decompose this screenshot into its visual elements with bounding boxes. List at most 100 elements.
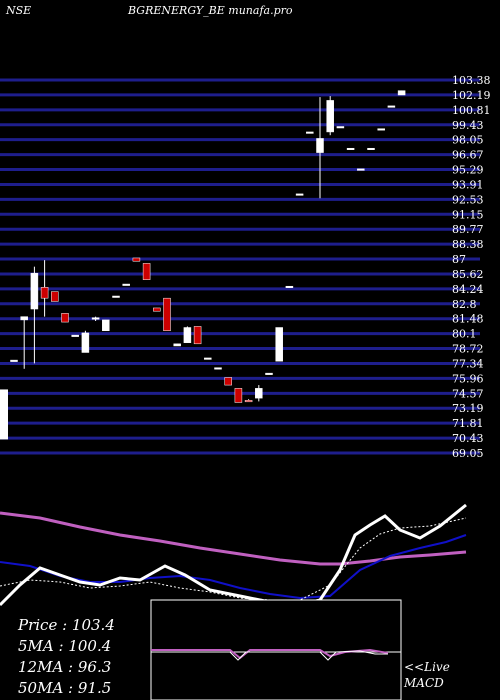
candle <box>163 297 171 332</box>
ma-short-dotted-line <box>0 517 467 601</box>
candle <box>244 399 253 403</box>
candle <box>224 377 232 386</box>
candle <box>255 385 263 402</box>
candle-body <box>142 263 151 280</box>
candle <box>71 334 79 337</box>
candle <box>214 367 222 370</box>
candle <box>132 257 141 262</box>
price-tick-label: 75.96 <box>452 372 484 385</box>
candle-body <box>326 100 334 133</box>
candle-body <box>265 372 273 375</box>
candle <box>295 193 304 196</box>
price-tick-label: 102.19 <box>452 89 491 102</box>
candle-body <box>173 343 181 347</box>
candle <box>193 326 202 345</box>
price-tick-label: 77.34 <box>452 357 484 370</box>
price-tick-label: 88.38 <box>452 238 484 251</box>
price-tick-label: 74.57 <box>452 387 484 400</box>
candle <box>153 307 161 312</box>
macd-line <box>151 650 388 661</box>
candle <box>234 388 243 403</box>
candle-body <box>122 283 130 286</box>
ma50-stat: 50MA : 91.5 <box>18 679 111 697</box>
candle-body <box>387 105 396 108</box>
candle-body <box>81 332 90 353</box>
price-tick-label: 70.43 <box>452 432 484 445</box>
candle <box>61 313 69 323</box>
exchange-label: NSE <box>5 4 31 17</box>
candle <box>10 359 18 362</box>
price-tick-label: 73.19 <box>452 402 484 415</box>
candle <box>357 168 365 171</box>
candle <box>122 283 130 286</box>
price-tick-label: 82.8 <box>452 298 477 311</box>
candle <box>40 260 49 317</box>
candle <box>204 357 212 360</box>
candle-body <box>346 147 355 150</box>
candle <box>326 96 334 136</box>
candle <box>81 330 90 353</box>
ma-long-line <box>0 511 467 566</box>
candle-body <box>71 334 79 337</box>
candle <box>367 147 375 150</box>
candle <box>30 266 39 364</box>
symbol-site-label: BGRENERGY_BE munafa.pro <box>127 4 293 17</box>
candle-body <box>377 128 385 131</box>
candle-body <box>234 388 243 403</box>
candle <box>377 128 385 131</box>
price-tick-label: 95.29 <box>452 164 484 177</box>
price-tick-label: 96.67 <box>452 149 484 162</box>
candle <box>387 105 396 108</box>
candle-body <box>295 193 304 196</box>
candle <box>275 327 283 362</box>
price-tick-label: 81.48 <box>452 313 484 326</box>
candle-body <box>367 147 375 150</box>
candle-body <box>306 131 314 134</box>
candle <box>336 126 345 129</box>
candle-body <box>224 377 232 386</box>
candle-body <box>336 126 345 129</box>
candle-body <box>397 90 406 96</box>
price-line <box>0 503 467 607</box>
candle-body <box>102 319 110 332</box>
price-tick-label: 80.1 <box>452 328 477 341</box>
moving-average-lines <box>0 503 467 607</box>
candle <box>183 326 192 343</box>
live-label: <<Live <box>404 660 450 674</box>
price-tick-label: 84.24 <box>452 283 484 296</box>
candle-body <box>255 388 263 399</box>
candle <box>142 263 151 280</box>
candle-body <box>183 327 192 343</box>
candle <box>316 97 324 199</box>
candle-body <box>244 400 253 403</box>
price-tick-label: 89.77 <box>452 223 484 236</box>
candle-body <box>61 313 69 323</box>
candle-body <box>316 138 324 153</box>
edge-candle-body <box>0 389 8 440</box>
ma-mid-line <box>0 534 467 600</box>
price-tick-label: 78.72 <box>452 343 484 356</box>
ma5-stat: 5MA : 100.4 <box>18 637 111 655</box>
candle-body <box>357 168 365 171</box>
price-tick-label: 99.43 <box>452 119 484 132</box>
candle <box>112 295 120 298</box>
price-tick-label: 69.05 <box>452 447 484 460</box>
price-tick-label: 103.38 <box>452 74 491 87</box>
candle <box>51 291 59 302</box>
macd-label: MACD <box>403 676 444 690</box>
candle-body <box>193 326 202 345</box>
candle <box>91 316 100 321</box>
candlesticks <box>0 90 406 440</box>
candle <box>20 316 28 369</box>
candle-body <box>204 357 212 360</box>
price-axis: 103.38 102.19 100.81 99.43 98.05 96.67 95.2993… <box>452 74 491 460</box>
candle <box>265 372 273 375</box>
price-tick-label: 100.81 <box>452 104 491 117</box>
candle <box>397 90 406 96</box>
candle-body <box>40 287 49 299</box>
candle-body <box>214 367 222 370</box>
price-tick-label: 91.15 <box>452 208 484 221</box>
candle-body <box>112 295 120 298</box>
price-tick-label: 85.62 <box>452 268 484 281</box>
